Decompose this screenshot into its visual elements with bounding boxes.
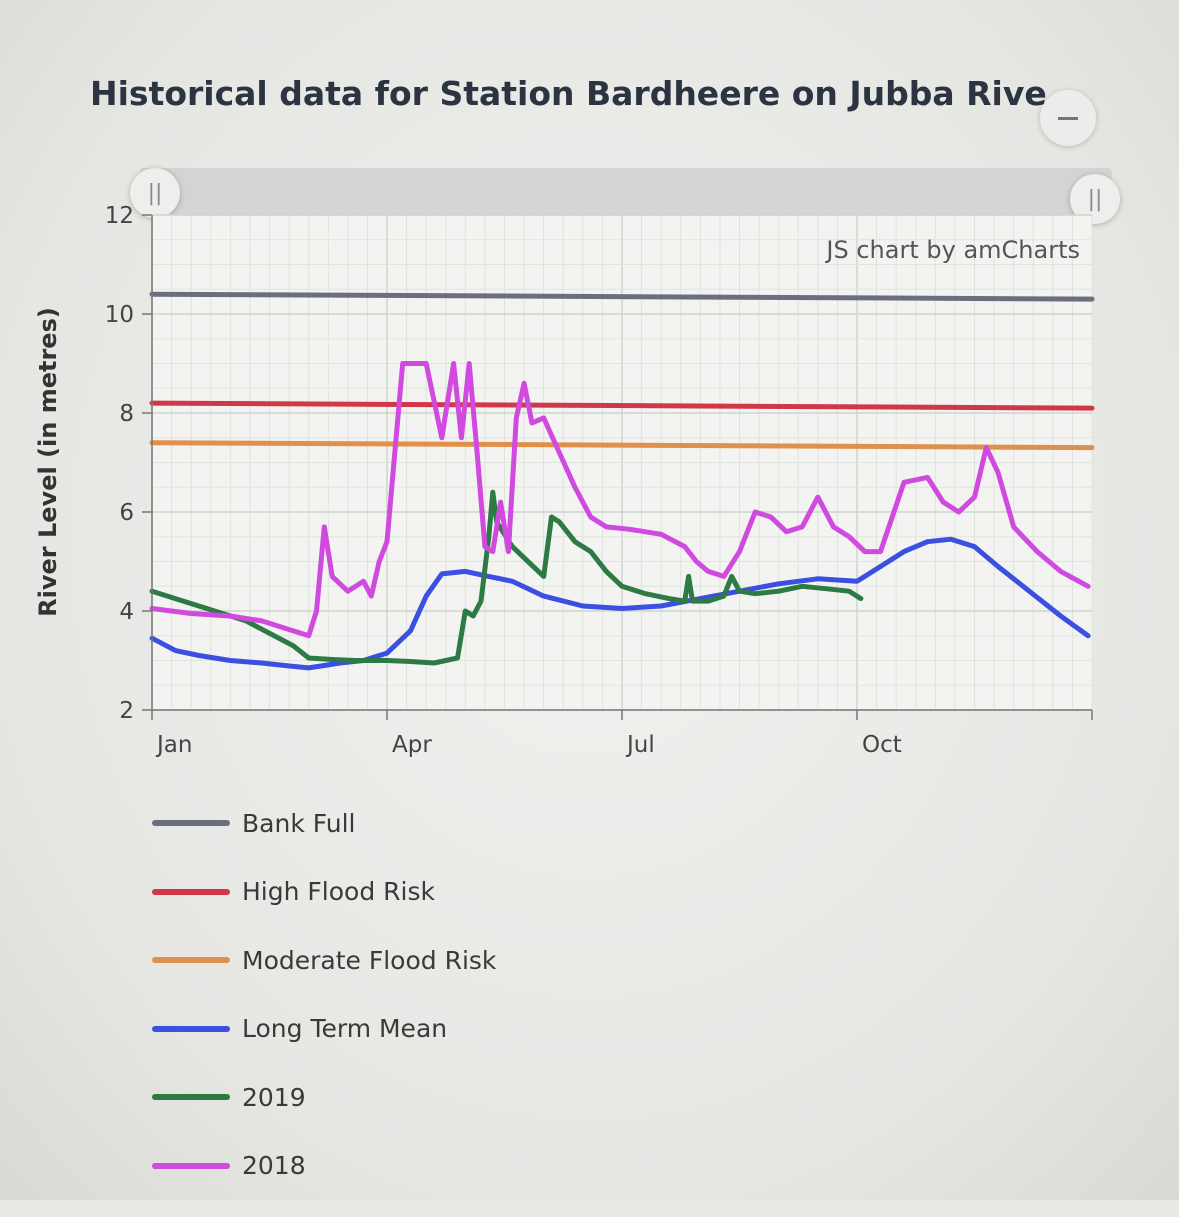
x-tick-label: Jul: [625, 732, 655, 758]
legend-item[interactable]: Bank Full: [152, 806, 496, 840]
legend-swatch: [152, 957, 230, 963]
chart-axes: 2 4 6 8 10 12 Jan Apr Jul Oct: [105, 203, 1093, 758]
legend-swatch: [152, 1025, 230, 1032]
series-line-2019: [149, 489, 864, 666]
chart-grid: [151, 214, 1093, 711]
chart-title: Historical data for Station Bardheere on…: [90, 74, 1047, 113]
chart-svg: 2 4 6 8 10 12 Jan Apr Jul Oct JS chart by amChart…: [34, 203, 1095, 758]
legend-label: Long Term Mean: [242, 1014, 448, 1043]
legend-swatch: [152, 888, 230, 895]
y-tick-label: 6: [119, 500, 134, 526]
y-tick-label: 12: [105, 203, 134, 229]
legend-swatch: [152, 1162, 230, 1169]
legend-item[interactable]: 2019: [152, 1080, 496, 1114]
series-line-2018: [149, 361, 1091, 639]
x-tick-label: Jan: [155, 732, 192, 758]
legend-swatch: [152, 820, 230, 826]
grip-right-icon: ||: [1087, 186, 1103, 212]
series-line-high-flood-risk: [149, 400, 1095, 411]
series-line-moderate-flood-risk: [149, 440, 1095, 451]
legend-item[interactable]: 2018: [152, 1149, 496, 1183]
series-line-long-term-mean: [149, 536, 1091, 671]
series-line-bank-full: [149, 291, 1095, 302]
legend-item[interactable]: Moderate Flood Risk: [152, 943, 496, 977]
grip-left-icon: ||: [147, 180, 163, 206]
y-tick-label: 4: [119, 599, 134, 625]
legend-label: High Flood Risk: [242, 877, 435, 906]
scrollbar-left-grip[interactable]: ||: [130, 168, 180, 218]
export-menu-button[interactable]: [1040, 90, 1096, 146]
legend-label: Moderate Flood Risk: [242, 945, 497, 975]
legend-item[interactable]: High Flood Risk: [152, 875, 496, 909]
y-tick-label: 8: [119, 401, 134, 427]
legend-label: 2019: [242, 1082, 306, 1112]
x-tick-label: Apr: [392, 732, 432, 758]
legend-swatch: [152, 1094, 230, 1100]
legend-label: Bank Full: [242, 808, 356, 838]
legend-item[interactable]: Long Term Mean: [152, 1012, 496, 1046]
y-tick-label: 10: [105, 302, 134, 328]
chart-credit: JS chart by amCharts: [824, 236, 1080, 264]
legend-label: 2018: [242, 1151, 306, 1180]
y-tick-label: 2: [119, 698, 134, 724]
y-axis-title: River Level (in metres): [34, 307, 62, 617]
x-tick-label: Oct: [862, 732, 902, 758]
chart-series: [149, 291, 1095, 671]
chart-scrollbar[interactable]: [140, 168, 1112, 216]
chart-legend: Bank Full High Flood Risk Moderate Flood R…: [152, 806, 496, 1217]
